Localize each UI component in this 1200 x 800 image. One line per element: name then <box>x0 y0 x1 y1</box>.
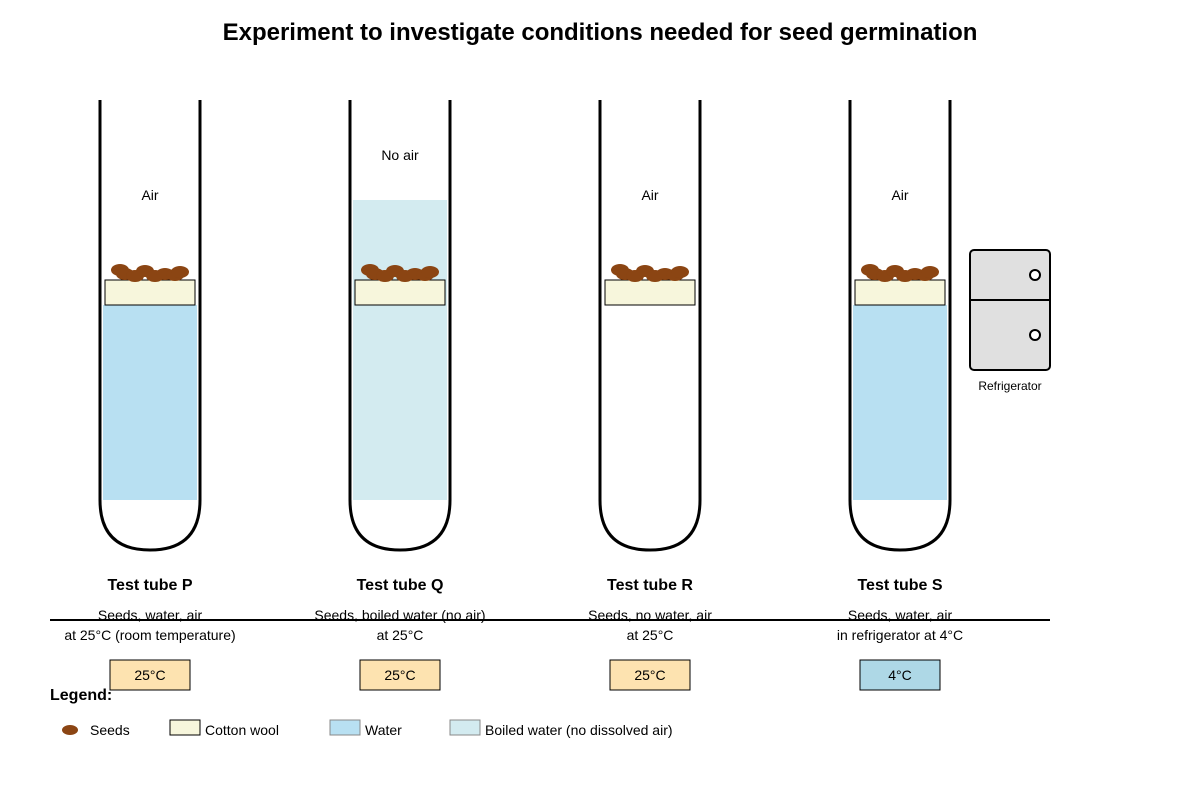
legend-item-boiled-water: Boiled water (no dissolved air) <box>449 719 673 738</box>
temperature-box <box>859 659 941 691</box>
seed <box>421 266 439 278</box>
tube-air-label: No air <box>381 147 419 163</box>
tube-description-line2: at 25°C <box>377 627 424 643</box>
refrigerator: Refrigerator <box>969 249 1051 393</box>
temperature-box <box>109 659 191 691</box>
boiled-water-icon <box>449 719 481 736</box>
tube-description-line2: in refrigerator at 4°C <box>837 627 963 643</box>
refrigerator-bottom-handle <box>1029 329 1041 341</box>
cotton-wool <box>604 279 696 306</box>
test-tube-outline <box>598 100 702 552</box>
diagram-title: Experiment to investigate conditions nee… <box>223 19 978 46</box>
legend-title: Legend: <box>50 687 112 704</box>
boiled-water-fill <box>353 200 447 500</box>
tube-name: Test tube P <box>107 577 192 594</box>
tube-air-label: Air <box>641 187 658 203</box>
seed-icon <box>62 725 78 735</box>
cotton-wool <box>854 279 946 306</box>
temperature-label: 25°C <box>134 667 165 683</box>
legend-item-label: Cotton wool <box>205 722 279 738</box>
legend-item-label: Water <box>365 722 402 738</box>
tube-air-label: Air <box>141 187 158 203</box>
seed <box>921 266 939 278</box>
tube-description-line2: at 25°C (room temperature) <box>64 627 235 643</box>
refrigerator-body <box>969 249 1051 371</box>
legend-item-cotton: Cotton wool <box>169 719 279 738</box>
temperature-label: 4°C <box>888 667 912 683</box>
temperature-box <box>359 659 441 691</box>
legend-item-label: Seeds <box>90 722 130 738</box>
legend-item-seed: Seeds <box>62 722 130 738</box>
tube-name: Test tube S <box>857 577 942 594</box>
temperature-label: 25°C <box>634 667 665 683</box>
seed <box>171 266 189 278</box>
cotton-wool <box>104 279 196 306</box>
cotton-wool <box>354 279 446 306</box>
water-icon <box>329 719 361 736</box>
refrigerator-top-handle <box>1029 269 1041 281</box>
test-tube-outline <box>848 100 952 552</box>
legend: Seeds Cotton wool Water Boiled water (no di… <box>62 719 673 738</box>
test-tube-outline <box>348 100 452 552</box>
temperature-label: 25°C <box>384 667 415 683</box>
tube-name: Test tube R <box>607 577 693 594</box>
legend-item-water: Water <box>329 719 402 738</box>
seed <box>671 266 689 278</box>
refrigerator-label: Refrigerator <box>978 379 1041 393</box>
temperature-box <box>609 659 691 691</box>
cotton-icon <box>169 719 201 736</box>
legend-item-label: Boiled water (no dissolved air) <box>485 722 673 738</box>
tube-description-line2: at 25°C <box>627 627 674 643</box>
tube-air-label: Air <box>891 187 908 203</box>
water-fill <box>103 305 197 500</box>
tube-name: Test tube Q <box>357 577 444 594</box>
water-fill <box>853 305 947 500</box>
test-tube-outline <box>98 100 202 552</box>
